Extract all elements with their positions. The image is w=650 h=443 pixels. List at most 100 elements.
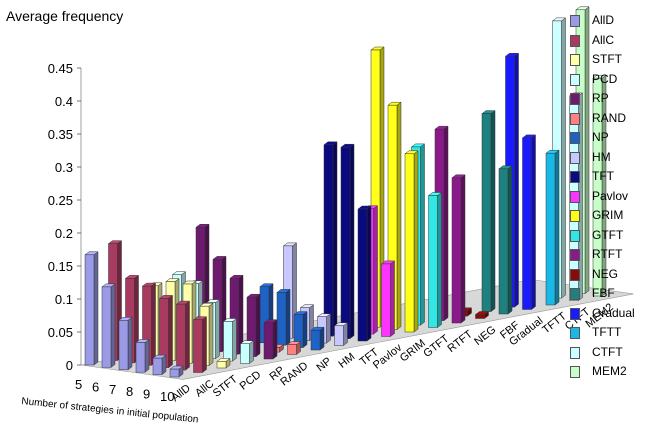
row-label: 9: [143, 387, 150, 402]
bar-front: [428, 195, 438, 328]
bar-front: [101, 286, 112, 368]
legend-swatch: [570, 229, 580, 242]
bar-side: [168, 294, 173, 369]
bar: [427, 192, 443, 328]
bar: [451, 174, 466, 324]
bar: [357, 205, 372, 342]
category-label: NP: [314, 355, 333, 374]
bar-side: [343, 322, 348, 346]
legend-swatch: [570, 171, 580, 183]
bar-side: [285, 288, 291, 346]
bar-front: [193, 319, 203, 373]
bar-front: [381, 263, 391, 337]
bar-side: [561, 17, 566, 299]
bar: [404, 150, 419, 333]
legend-swatch: [570, 268, 580, 281]
bar: [263, 319, 278, 360]
bar-front: [135, 342, 146, 373]
legend-label: AllC: [592, 32, 615, 47]
bar-side: [208, 302, 214, 367]
bar-side: [272, 319, 278, 360]
legend-label: GRIM: [592, 208, 624, 222]
bar-front: [323, 144, 334, 337]
bar-side: [443, 125, 449, 322]
bar: [340, 143, 355, 340]
category-label: HM: [336, 351, 357, 371]
bar-side: [413, 150, 419, 333]
bar-side: [420, 143, 425, 326]
legend-label: MEM2: [592, 364, 627, 378]
legend-swatch: [570, 327, 580, 339]
y-tick-label: 0: [66, 358, 73, 373]
bar: [222, 318, 238, 362]
legend-label: RAND: [592, 110, 627, 125]
bar-side: [554, 149, 560, 306]
bar-side: [255, 293, 261, 358]
row-label: 10: [160, 389, 174, 404]
bar: [192, 316, 208, 373]
legend-swatch: [570, 93, 580, 105]
bar: [333, 322, 349, 346]
bar: [239, 340, 255, 364]
bar-side: [460, 174, 466, 324]
bar: [246, 293, 261, 358]
bar-front: [357, 208, 368, 342]
bar: [152, 354, 167, 376]
legend-swatch: [570, 366, 580, 378]
bar-front: [152, 357, 163, 375]
y-tick-label: 0.45: [48, 61, 73, 76]
bar-front: [287, 344, 297, 355]
category-label: RAND: [278, 360, 310, 389]
bar-side: [531, 134, 536, 310]
legend-swatch: [570, 288, 580, 300]
bar-side: [332, 141, 338, 337]
bar: [135, 339, 150, 373]
bar-front: [481, 113, 492, 312]
bar-side: [93, 251, 99, 366]
bar-side: [390, 260, 395, 337]
legend-label: RP: [592, 91, 609, 105]
legend-label: FBF: [592, 286, 615, 300]
legend-swatch: [570, 132, 580, 144]
y-tick-label: 0.1: [55, 292, 73, 307]
bar-side: [396, 101, 402, 331]
bar: [370, 46, 385, 328]
legend-swatch: [570, 34, 580, 47]
bar-side: [202, 316, 207, 373]
bar-front: [240, 343, 250, 364]
bar: [118, 316, 133, 371]
row-label: 5: [75, 377, 82, 392]
bar: [545, 149, 560, 306]
bar-front: [592, 77, 603, 297]
category-label: RTFT: [445, 328, 475, 355]
y-axis-label: Average frequency: [6, 8, 124, 24]
y-tick-label: 0.25: [48, 193, 73, 208]
legend-label: CTFT: [592, 344, 623, 359]
bar-side: [185, 300, 190, 371]
bar-side: [490, 110, 496, 313]
legend-label: AllD: [592, 13, 615, 27]
row-label: 6: [92, 379, 99, 394]
row-label: 8: [126, 384, 133, 399]
bar: [84, 251, 99, 366]
legend-label: STFT: [592, 52, 622, 66]
bar-front: [310, 329, 321, 351]
legend-label: Gradual: [592, 305, 635, 320]
bar: [323, 141, 338, 337]
legend-swatch: [570, 210, 580, 222]
bar-front: [169, 368, 180, 378]
category-label: STFT: [211, 373, 240, 400]
bar-front: [176, 303, 186, 371]
legend-swatch: [570, 190, 580, 203]
bar: [387, 101, 402, 331]
legend-label: NP: [592, 130, 609, 144]
legend-label: TFT: [592, 169, 614, 183]
bar: [175, 300, 191, 371]
bar-front: [118, 320, 129, 371]
legend-label: HM: [592, 149, 611, 164]
y-tick-label: 0.05: [48, 325, 73, 340]
bar: [592, 74, 607, 297]
bar: [474, 311, 490, 319]
